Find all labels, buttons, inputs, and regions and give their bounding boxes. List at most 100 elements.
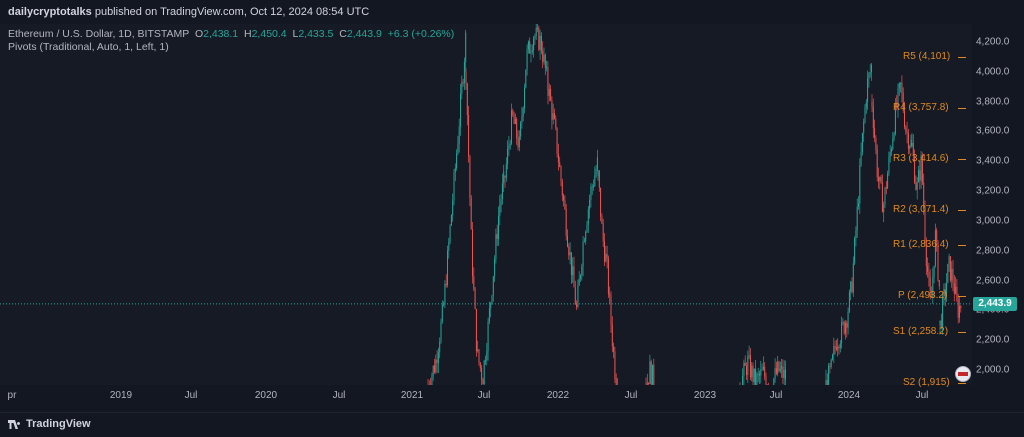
- candle-down: [576, 304, 577, 307]
- candle-up: [590, 187, 591, 200]
- candle-up: [583, 241, 584, 266]
- candle-down: [958, 300, 959, 318]
- chart-area[interactable]: [0, 24, 972, 385]
- candle-down: [750, 355, 751, 377]
- candle-down: [764, 367, 765, 377]
- candle-down: [779, 361, 780, 371]
- candle-up: [775, 368, 776, 378]
- price-tick: 2,000.0: [976, 365, 1009, 376]
- candle-up: [489, 308, 490, 321]
- candle-up: [840, 343, 841, 348]
- candle-down: [956, 287, 957, 300]
- candle-up: [588, 209, 589, 224]
- candle-up: [524, 88, 525, 108]
- candle-up: [531, 52, 532, 54]
- candle-down: [529, 41, 530, 53]
- candle-up: [450, 226, 451, 242]
- candle-down: [919, 170, 920, 180]
- candle-down: [562, 181, 563, 196]
- candle-down: [551, 100, 552, 119]
- indicator-row[interactable]: Pivots (Traditional, Auto, 1, Left, 1): [8, 41, 454, 54]
- candle-down: [571, 252, 572, 275]
- candle-up: [763, 367, 764, 370]
- tradingview-brand[interactable]: TradingView: [8, 418, 91, 430]
- candle-up: [438, 352, 439, 363]
- price-chart[interactable]: [0, 24, 972, 385]
- candle-up: [454, 172, 455, 200]
- candle-down: [512, 110, 513, 115]
- candle-up: [451, 215, 452, 225]
- ohlc-row: Ethereum / U.S. Dollar, 1D, BITSTAMP O2,…: [8, 28, 454, 41]
- candle-up: [587, 224, 588, 231]
- candle-up: [887, 174, 888, 189]
- candle-up: [490, 303, 491, 308]
- candle-up: [477, 349, 478, 351]
- candle-up: [460, 94, 461, 127]
- candle-up: [885, 188, 886, 205]
- time-tick: 2023: [694, 390, 716, 401]
- candle-up: [760, 370, 761, 376]
- price-tick: 3,800.0: [976, 96, 1009, 107]
- candle-up: [461, 82, 462, 93]
- candle-down: [497, 234, 498, 239]
- candle-up: [754, 369, 755, 382]
- candle-up: [503, 171, 504, 183]
- candle-down: [882, 183, 883, 213]
- candle-down: [874, 128, 875, 138]
- high-label: H: [244, 28, 252, 40]
- candle-up: [871, 65, 872, 72]
- symbol-name[interactable]: Ethereum / U.S. Dollar, 1D, BITSTAMP: [8, 28, 189, 40]
- candle-down: [468, 115, 469, 156]
- candle-up: [585, 232, 586, 241]
- candle-up: [890, 152, 891, 157]
- candle-down: [785, 370, 786, 380]
- candle-up: [435, 360, 436, 372]
- candle-up: [781, 366, 782, 368]
- candle-up: [747, 357, 748, 375]
- candle-up: [899, 83, 900, 88]
- candle-up: [527, 49, 528, 69]
- candle-up: [831, 359, 832, 366]
- candle-up: [859, 165, 860, 204]
- candle-up: [833, 346, 834, 355]
- candle-up: [894, 134, 895, 139]
- candle-up: [507, 149, 508, 164]
- candle-down: [566, 209, 567, 236]
- candle-down: [904, 111, 905, 127]
- pivot-line: [958, 210, 966, 211]
- candle-down: [939, 280, 940, 286]
- candle-up: [459, 127, 460, 144]
- price-tick: 2,800.0: [976, 245, 1009, 256]
- candle-up: [544, 55, 545, 62]
- candle-down: [601, 217, 602, 224]
- candle-up: [533, 38, 534, 50]
- candle-up: [862, 133, 863, 152]
- candle-up: [456, 154, 457, 168]
- candle-down: [608, 259, 609, 294]
- candle-down: [555, 119, 556, 128]
- candle-up: [511, 110, 512, 143]
- candle-down: [953, 269, 954, 283]
- candle-up: [751, 366, 752, 378]
- candle-down: [614, 352, 615, 379]
- publish-header: dailycryptotalks published on TradingVie…: [0, 0, 1024, 24]
- candle-down: [480, 363, 481, 368]
- candle-up: [484, 361, 485, 385]
- candle-down: [479, 349, 480, 362]
- candle-down: [776, 368, 777, 374]
- candle-up: [870, 72, 871, 73]
- pivot-line: [958, 296, 966, 297]
- candle-up: [866, 102, 867, 107]
- flag-icon[interactable]: [955, 366, 971, 382]
- candle-up: [537, 28, 538, 29]
- price-tick: 3,400.0: [976, 156, 1009, 167]
- candle-up: [452, 201, 453, 215]
- candle-up: [853, 263, 854, 292]
- price-tick: 3,600.0: [976, 126, 1009, 137]
- publisher-name: dailycryptotalks: [8, 6, 92, 18]
- candle-down: [600, 188, 601, 217]
- candle-down: [852, 282, 853, 293]
- candle-down: [648, 383, 649, 384]
